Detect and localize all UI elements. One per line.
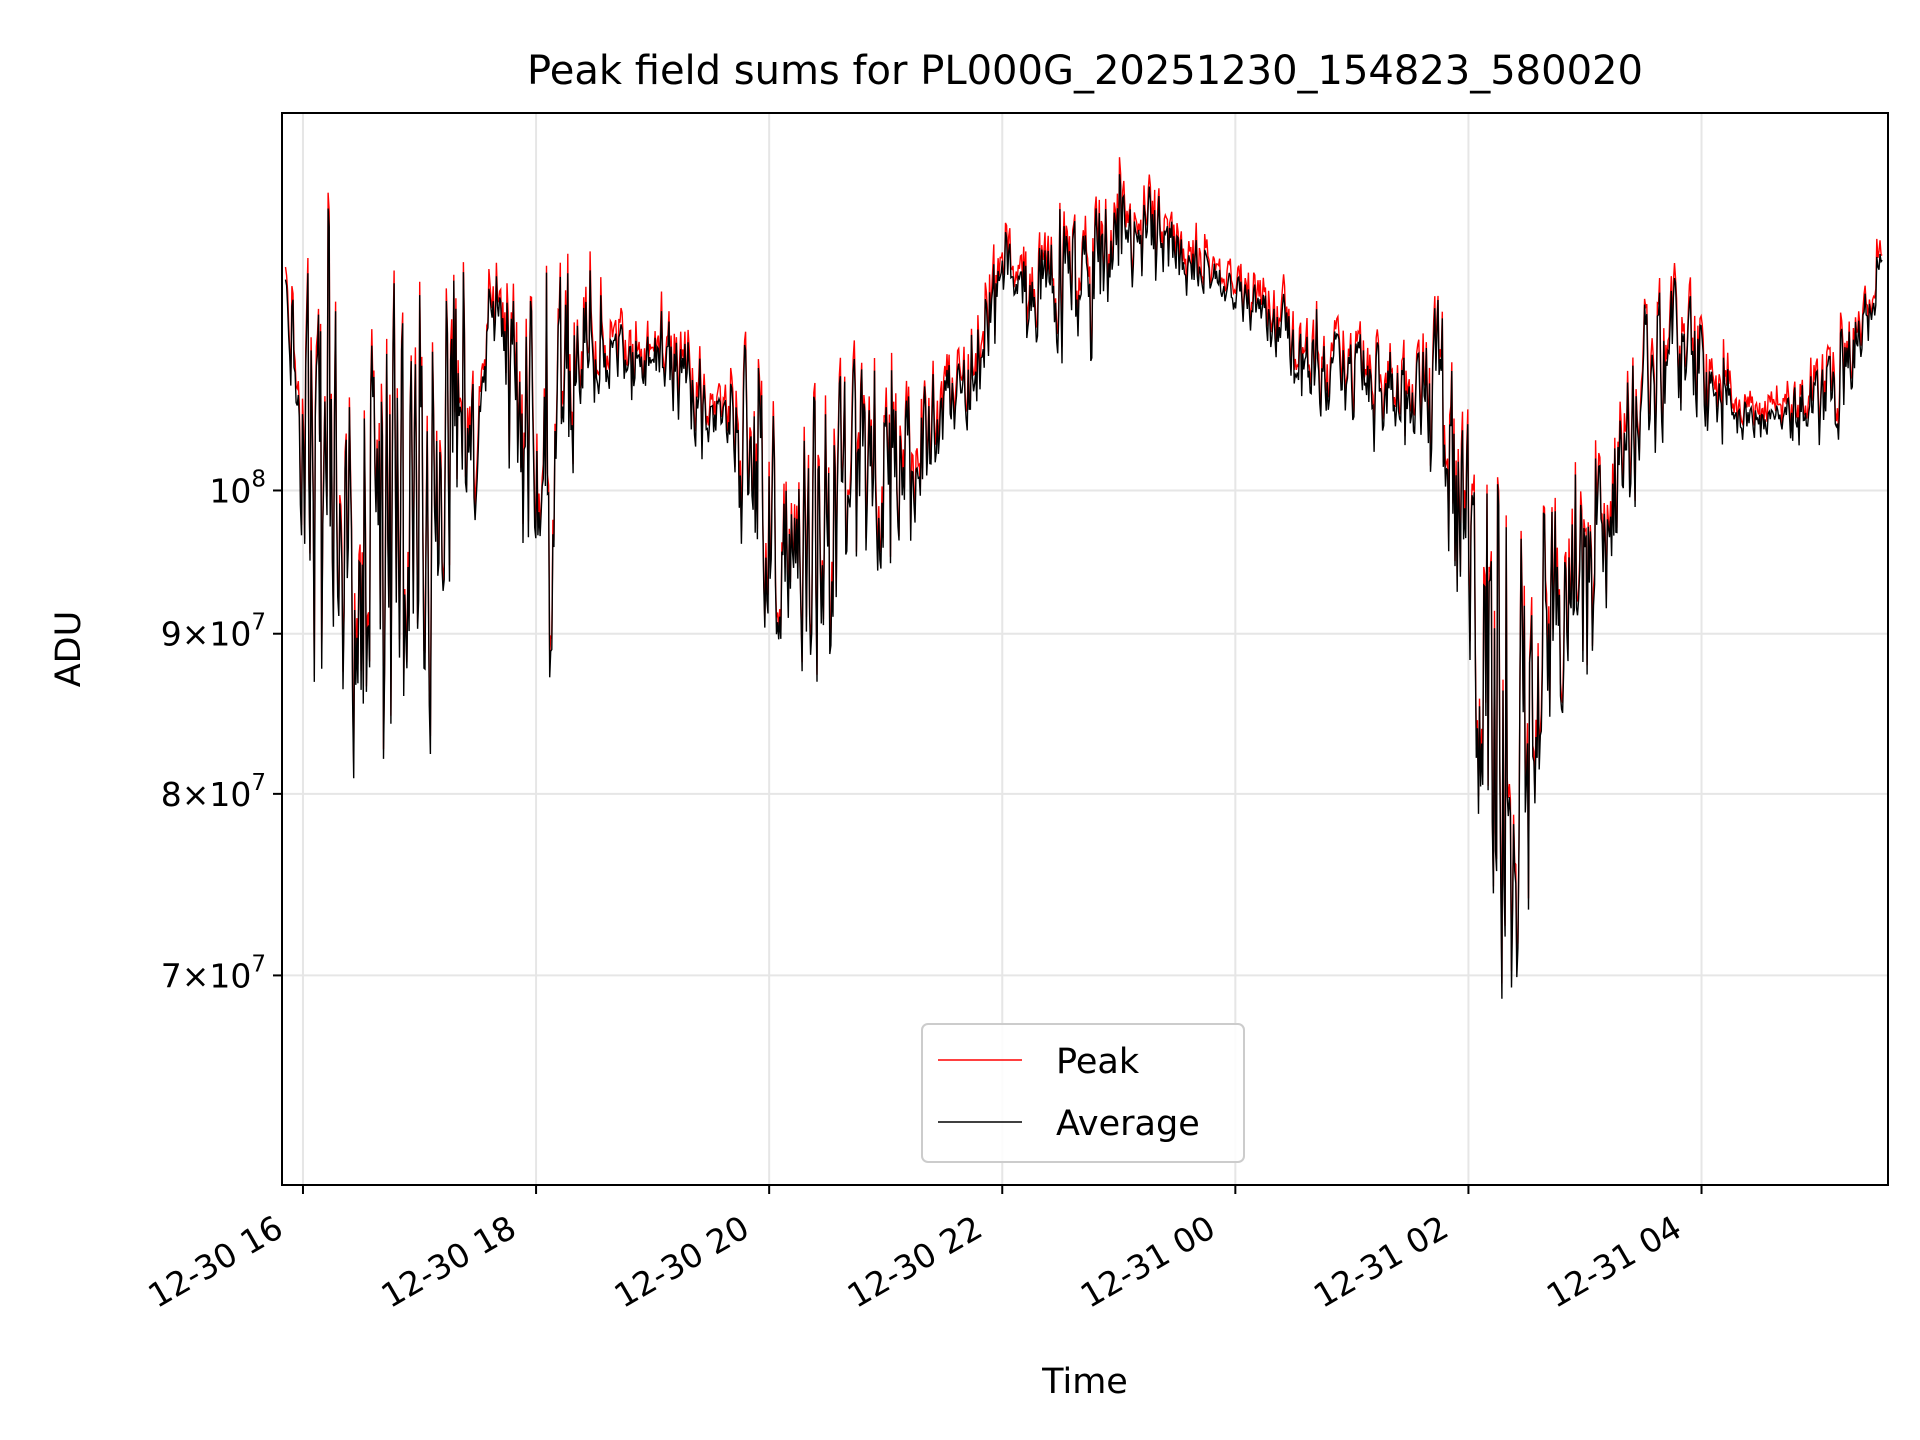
- y-tick-label: 9×107: [161, 610, 266, 654]
- series-layer: [284, 157, 1883, 999]
- y-tick-label: 108: [209, 466, 266, 510]
- y-tick-label: 7×107: [161, 951, 266, 995]
- legend: Peak Average: [921, 1023, 1245, 1163]
- y-axis-label: ADU: [49, 611, 89, 688]
- x-axis-label: Time: [1041, 1362, 1128, 1402]
- chart-title: Peak field sums for PL000G_20251230_1548…: [527, 48, 1643, 94]
- legend-frame: [921, 1023, 1245, 1163]
- y-tick-label: 8×107: [161, 770, 266, 814]
- plot-frame: [281, 112, 1889, 1186]
- series-line-average: [284, 174, 1883, 999]
- legend-label-average: Average: [1056, 1104, 1200, 1144]
- y-axis: 7×107 8×107 9×107 108: [161, 466, 282, 995]
- legend-label-peak: Peak: [1056, 1042, 1140, 1082]
